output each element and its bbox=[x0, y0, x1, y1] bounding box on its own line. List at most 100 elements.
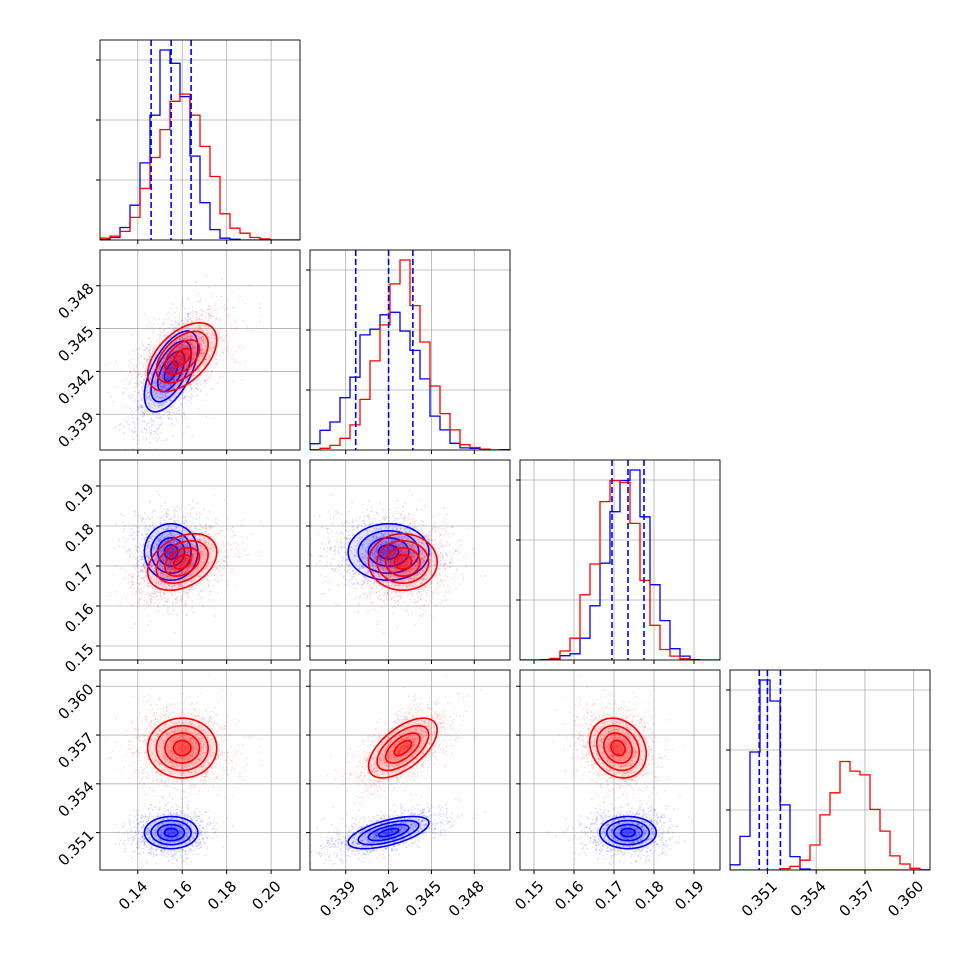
scatter-point bbox=[186, 320, 189, 323]
scatter-point bbox=[168, 316, 171, 319]
scatter-point bbox=[127, 365, 130, 367]
scatter-point bbox=[202, 526, 205, 529]
scatter-point bbox=[195, 584, 198, 587]
scatter-point bbox=[205, 525, 208, 528]
scatter-point bbox=[242, 518, 245, 520]
scatter-point bbox=[192, 530, 195, 532]
scatter-point bbox=[188, 588, 191, 591]
scatter-point bbox=[154, 431, 157, 434]
scatter-point bbox=[201, 315, 204, 318]
scatter-point bbox=[171, 408, 174, 411]
scatter-point bbox=[136, 400, 139, 403]
scatter-point bbox=[192, 517, 195, 519]
scatter-point bbox=[140, 587, 143, 590]
scatter-point bbox=[120, 567, 123, 569]
scatter-point bbox=[239, 552, 241, 555]
scatter-point bbox=[136, 418, 138, 420]
scatter-point bbox=[215, 522, 218, 524]
scatter-point bbox=[225, 564, 228, 567]
scatter-point bbox=[233, 542, 236, 544]
scatter-point bbox=[109, 592, 112, 594]
scatter-point bbox=[236, 360, 238, 363]
scatter-point bbox=[181, 521, 184, 523]
scatter-point bbox=[136, 537, 139, 540]
scatter-point bbox=[142, 565, 145, 568]
scatter-point bbox=[135, 376, 138, 379]
scatter-point bbox=[248, 552, 251, 555]
scatter-point bbox=[145, 575, 148, 578]
scatter-point bbox=[154, 593, 157, 595]
scatter-point bbox=[226, 555, 228, 557]
scatter-point bbox=[150, 597, 153, 600]
scatter-point bbox=[188, 396, 191, 398]
scatter-point bbox=[142, 390, 145, 393]
scatter-point bbox=[190, 393, 192, 396]
scatter-point bbox=[230, 543, 233, 546]
scatter-point bbox=[237, 344, 240, 347]
scatter-point bbox=[139, 409, 142, 412]
scatter-point bbox=[135, 530, 138, 532]
scatter-point bbox=[215, 517, 217, 520]
scatter-point bbox=[155, 596, 158, 599]
scatter-point bbox=[202, 320, 205, 323]
scatter-point bbox=[168, 612, 171, 615]
scatter-point bbox=[167, 508, 169, 511]
scatter-point bbox=[142, 571, 145, 574]
scatter-point bbox=[134, 398, 137, 401]
scatter-point bbox=[133, 430, 135, 433]
scatter-point bbox=[168, 326, 171, 329]
scatter-point bbox=[216, 567, 219, 570]
scatter-point bbox=[218, 529, 221, 532]
scatter-point bbox=[207, 593, 210, 596]
scatter-point bbox=[205, 378, 208, 381]
scatter-point bbox=[132, 575, 135, 578]
histogram-panel-1 bbox=[310, 250, 510, 450]
scatter-point bbox=[180, 402, 182, 405]
scatter-point bbox=[218, 354, 221, 356]
scatter-point bbox=[167, 318, 169, 321]
scatter-point bbox=[152, 347, 155, 349]
scatter-point bbox=[199, 389, 202, 392]
scatter-point bbox=[206, 369, 209, 371]
scatter-point bbox=[122, 514, 125, 517]
scatter-point bbox=[217, 351, 220, 354]
scatter-point bbox=[204, 379, 207, 382]
scatter-point bbox=[205, 527, 208, 529]
scatter-point bbox=[137, 526, 140, 529]
scatter-point bbox=[230, 290, 233, 293]
scatter-point bbox=[140, 566, 143, 568]
scatter-point bbox=[230, 348, 233, 351]
scatter-point bbox=[131, 576, 134, 579]
scatter-point bbox=[142, 534, 144, 536]
scatter-point bbox=[125, 407, 127, 409]
scatter-point bbox=[125, 576, 127, 578]
scatter-point bbox=[135, 544, 138, 547]
scatter-point bbox=[183, 514, 185, 516]
scatter-point bbox=[227, 556, 230, 558]
scatter-point bbox=[230, 536, 233, 539]
scatter-point bbox=[191, 507, 194, 510]
scatter-point bbox=[176, 324, 179, 327]
scatter-point bbox=[149, 420, 152, 423]
scatter-point bbox=[216, 581, 219, 584]
scatter-point bbox=[146, 601, 148, 604]
scatter-point bbox=[158, 427, 161, 430]
scatter-point bbox=[195, 395, 198, 398]
scatter-point bbox=[141, 517, 144, 520]
scatter-point bbox=[221, 542, 223, 544]
scatter-point bbox=[195, 528, 198, 530]
scatter-point bbox=[187, 587, 190, 590]
scatter-point bbox=[188, 504, 191, 506]
scatter-point bbox=[159, 521, 162, 524]
scatter-point bbox=[218, 332, 221, 335]
scatter-point bbox=[165, 511, 168, 514]
scatter-point bbox=[145, 603, 147, 606]
scatter-point bbox=[225, 348, 228, 351]
scatter-point bbox=[154, 602, 157, 604]
scatter-point bbox=[195, 313, 197, 316]
scatter-point bbox=[199, 300, 202, 302]
scatter-point bbox=[222, 540, 225, 543]
scatter-point bbox=[136, 378, 139, 380]
scatter-point bbox=[144, 536, 147, 539]
scatter-point bbox=[123, 528, 126, 530]
